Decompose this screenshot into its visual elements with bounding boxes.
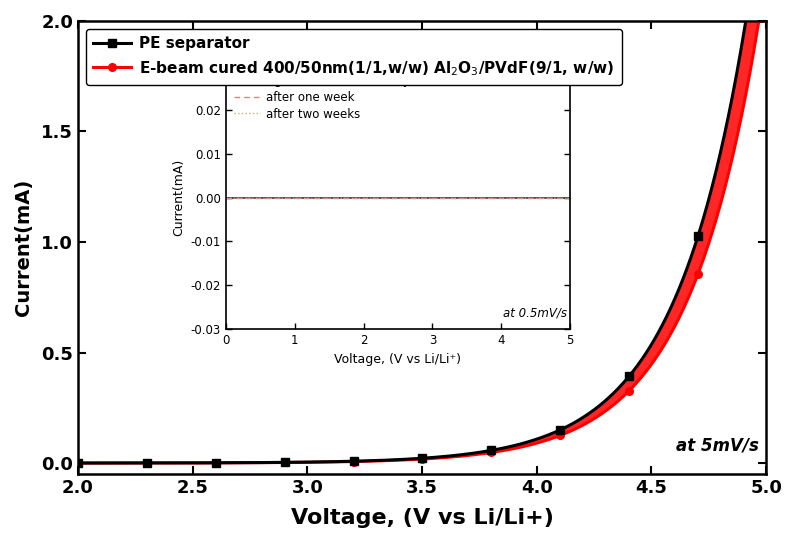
E-beam cured 400/50nm(1/1,w/w) Al$_2$O$_3$/PVdF(9/1, w/w) (762, 18, 771, 24)
E-beam cured 400/50nm(1/1,w/w) Al$_2$O$_3$/PVdF(9/1, w/w) (610, 401, 619, 407)
E-beam cured 400/50nm(1/1,w/w) Al$_2$O$_3$/PVdF(9/1, w/w) (377, 457, 386, 464)
E-beam cured 400/50nm(1/1,w/w) Al$_2$O$_3$/PVdF(9/1, w/w) (546, 436, 556, 442)
E-beam cured 400/50nm(1/1,w/w) Al$_2$O$_3$/PVdF(9/1, w/w) (622, 390, 632, 396)
PE separator (741, 18, 751, 24)
Line: PE separator: PE separator (74, 17, 770, 467)
PE separator (73, 460, 83, 466)
E-beam cured 400/50nm(1/1,w/w) Al$_2$O$_3$/PVdF(9/1, w/w) (73, 460, 83, 466)
PE separator (622, 376, 632, 382)
PE separator (352, 458, 361, 464)
Text: at 5mV/s: at 5mV/s (677, 436, 759, 454)
X-axis label: Voltage, (V vs Li/Li+): Voltage, (V vs Li/Li+) (291, 508, 553, 528)
PE separator (610, 389, 619, 395)
Line: E-beam cured 400/50nm(1/1,w/w) Al$_2$O$_3$/PVdF(9/1, w/w): E-beam cured 400/50nm(1/1,w/w) Al$_2$O$_… (74, 17, 770, 467)
PE separator (143, 460, 153, 466)
E-beam cured 400/50nm(1/1,w/w) Al$_2$O$_3$/PVdF(9/1, w/w) (755, 18, 764, 24)
PE separator (762, 18, 771, 24)
Y-axis label: Current(mA): Current(mA) (14, 179, 33, 316)
E-beam cured 400/50nm(1/1,w/w) Al$_2$O$_3$/PVdF(9/1, w/w) (143, 460, 153, 466)
Legend: PE separator, E-beam cured 400/50nm(1/1,w/w) Al$_2$O$_3$/PVdF(9/1, w/w): PE separator, E-beam cured 400/50nm(1/1,… (86, 29, 622, 85)
PE separator (546, 431, 556, 437)
PE separator (377, 457, 386, 463)
E-beam cured 400/50nm(1/1,w/w) Al$_2$O$_3$/PVdF(9/1, w/w) (352, 458, 361, 464)
